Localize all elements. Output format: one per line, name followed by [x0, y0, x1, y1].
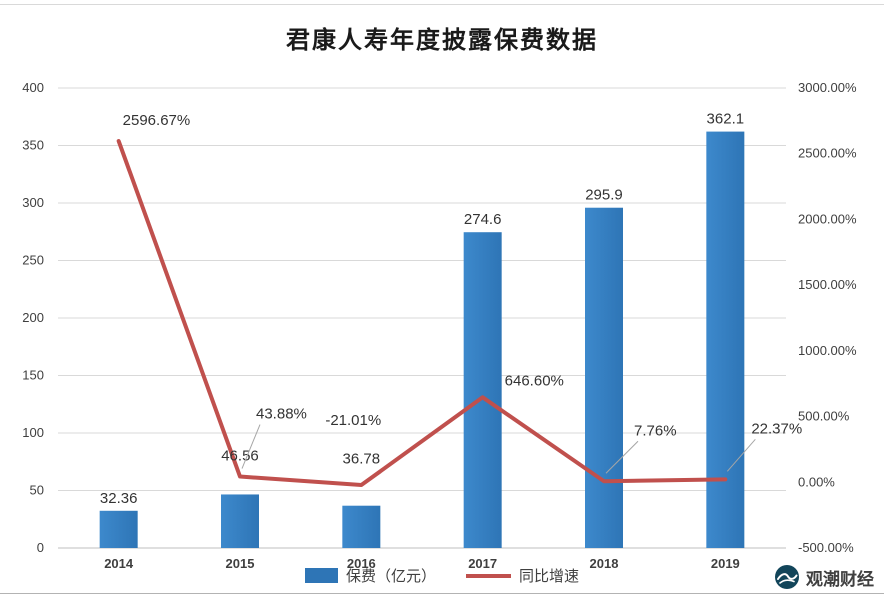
- top-divider: [0, 4, 884, 5]
- x-axis-labels: 2014 2015 2016 2017 2018 2019: [104, 556, 740, 571]
- line-label: 646.60%: [505, 372, 564, 389]
- x-axis-label-2014: 2014: [104, 556, 134, 571]
- right-axis-tick-label: 2000.00%: [798, 211, 857, 226]
- left-axis-tick-label: 50: [30, 483, 44, 498]
- legend-line-swatch-icon: [466, 573, 511, 578]
- left-axis-tick-label: 250: [22, 253, 44, 268]
- x-axis-label-2016: 2016: [347, 556, 376, 571]
- right-axis-tick-label: 500.00%: [798, 409, 850, 424]
- left-axis-tick-label: 300: [22, 195, 44, 210]
- left-axis-tick-label: 400: [22, 80, 44, 95]
- legend-item-premium: 保费（亿元）: [304, 565, 436, 586]
- right-axis-ticks: -500.00% 0.00% 500.00% 1000.00% 1500.00% 2000…: [798, 80, 857, 555]
- bar-label: 36.78: [343, 451, 381, 468]
- guanchao-wave-logo-icon: [775, 565, 799, 589]
- bar-label: 46.56: [221, 447, 259, 464]
- bar-label: 295.9: [585, 187, 623, 204]
- bar-2015: [221, 494, 259, 548]
- watermark-text: 观潮财经: [806, 569, 874, 589]
- x-axis-label-2019: 2019: [711, 556, 740, 571]
- bar-2018: [585, 207, 623, 548]
- right-axis-tick-label: 0.00%: [798, 474, 835, 489]
- bar-label: 362.1: [707, 111, 745, 128]
- left-axis-ticks: 0 50 100 150 200 250 300 350 400: [22, 80, 44, 555]
- label-leader-line: [241, 424, 261, 469]
- chart-legend: 保费（亿元） 同比增速: [0, 565, 884, 586]
- label-leader-line: [605, 440, 639, 474]
- x-axis-label-2015: 2015: [226, 556, 255, 571]
- line-label: 2596.67%: [123, 112, 191, 129]
- left-axis-tick-label: 100: [22, 425, 44, 440]
- x-axis-label-2018: 2018: [590, 556, 619, 571]
- left-axis-tick-label: 0: [37, 540, 44, 555]
- bar-series: [99, 131, 745, 548]
- bar-data-labels: 32.36 46.56 36.78 274.6 295.9 362.1: [100, 111, 744, 507]
- line-label: 22.37%: [751, 420, 802, 437]
- chart-title: 君康人寿年度披露保费数据: [286, 27, 598, 54]
- left-axis-tick-label: 150: [22, 368, 44, 383]
- line-label: 43.88%: [256, 406, 307, 423]
- x-axis-label-2017: 2017: [468, 556, 497, 571]
- right-axis-tick-label: 1500.00%: [798, 277, 857, 292]
- bottom-divider: [0, 593, 884, 594]
- legend-bar-label: 保费（亿元）: [345, 568, 436, 585]
- gridlines: [58, 87, 786, 549]
- label-leader-line: [726, 439, 756, 472]
- legend-item-growth: 同比增速: [466, 565, 579, 586]
- line-label: 7.76%: [634, 422, 677, 439]
- bar-2019: [706, 131, 745, 548]
- line-data-labels: 2596.67% 43.88% -21.01% 646.60% 7.76% 22.37%: [123, 112, 802, 474]
- bar-label: 274.6: [464, 211, 502, 228]
- bar-2014: [99, 510, 138, 548]
- right-axis-tick-label: 1000.00%: [798, 343, 857, 358]
- legend-line-label: 同比增速: [519, 568, 580, 585]
- watermark: 观潮财经: [774, 564, 874, 590]
- left-axis-tick-label: 350: [22, 138, 44, 153]
- growth-line-series: [116, 139, 728, 488]
- right-axis-tick-label: -500.00%: [798, 540, 854, 555]
- line-label: -21.01%: [325, 412, 381, 429]
- bar-label: 32.36: [100, 490, 138, 507]
- legend-bar-swatch-icon: [304, 568, 338, 583]
- bar-2016: [342, 505, 381, 548]
- right-axis-tick-label: 3000.00%: [798, 80, 857, 95]
- right-axis-tick-label: 2500.00%: [798, 146, 857, 161]
- bar-2017: [463, 232, 502, 548]
- left-axis-tick-label: 200: [22, 310, 44, 325]
